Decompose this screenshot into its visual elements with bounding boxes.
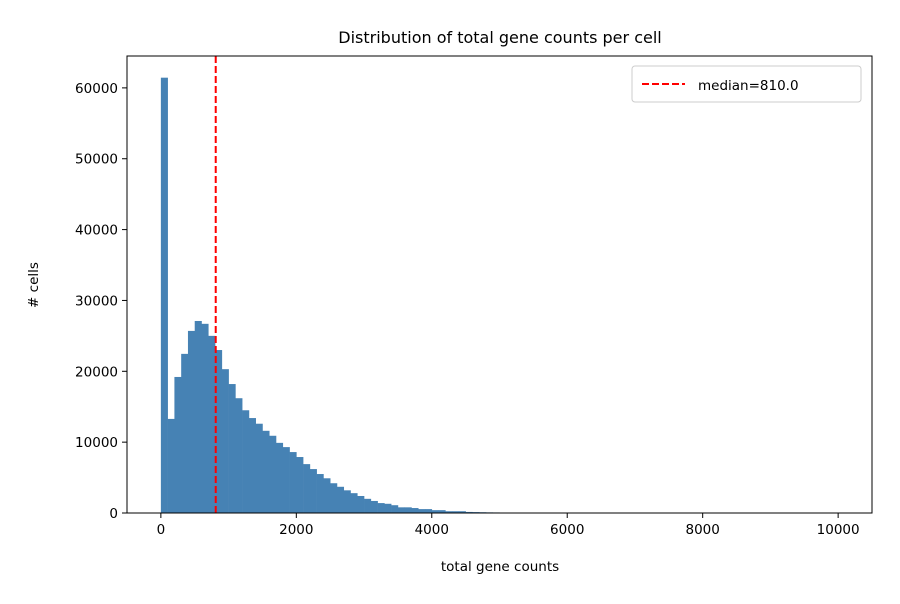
histogram-bar [276,443,283,513]
x-tick-label: 0 [157,522,166,538]
histogram-bar [222,369,229,513]
legend: median=810.0 [632,66,861,102]
histogram-bar [351,493,358,513]
histogram-bar [161,78,168,513]
y-tick-label: 10000 [75,435,118,451]
histogram-bar [364,499,371,513]
histogram-bar [235,398,242,513]
x-tick-label: 6000 [550,522,584,538]
histogram-bar [425,509,432,513]
x-tick-label: 2000 [279,522,313,538]
histogram-bar [378,503,385,513]
x-tick-label: 10000 [817,522,860,538]
histogram-bar [398,507,405,513]
y-axis: 0 10000 20000 30000 40000 50000 60000 [75,81,127,522]
legend-median-label: median=810.0 [698,78,799,94]
histogram-bar [283,447,290,513]
histogram-bar [269,436,276,513]
histogram-bar [249,418,256,513]
histogram-bar [296,457,303,513]
histogram-bar [242,410,249,513]
y-tick-label: 50000 [75,152,118,168]
histogram-bar [330,483,337,513]
chart-title: Distribution of total gene counts per ce… [338,28,661,47]
histogram-bar [411,508,418,513]
histogram-bar [181,354,188,513]
y-tick-label: 0 [109,506,118,522]
histogram-bar [208,336,215,513]
histogram-bar [303,464,310,513]
histogram-bar [310,469,317,513]
histogram-bar [262,431,269,513]
histogram-bar [229,384,236,513]
histogram-bar [418,509,425,513]
y-tick-label: 20000 [75,364,118,380]
histogram-bar [174,377,181,513]
y-tick-label: 30000 [75,293,118,309]
x-tick-label: 8000 [686,522,720,538]
histogram-bar [323,478,330,513]
histogram-bar [202,324,209,513]
histogram-bar [290,452,297,513]
histogram-bar [371,501,378,513]
histogram-bar [391,505,398,513]
histogram-bar [256,424,263,513]
x-axis: 0 2000 4000 6000 8000 10000 [157,513,860,538]
histogram-bar [195,321,202,513]
y-axis-label: # cells [26,262,42,308]
x-tick-label: 4000 [415,522,449,538]
histogram-bar [168,419,175,513]
histogram-bar [405,507,412,513]
histogram-bar [344,490,351,513]
histogram-bar [357,496,364,513]
histogram-bar [188,331,195,513]
x-axis-label: total gene counts [441,559,559,575]
y-tick-label: 60000 [75,81,118,97]
bars [161,78,839,513]
histogram-bar [384,504,391,513]
histogram-bar [317,474,324,513]
histogram-bar [337,487,344,513]
y-tick-label: 40000 [75,223,118,239]
